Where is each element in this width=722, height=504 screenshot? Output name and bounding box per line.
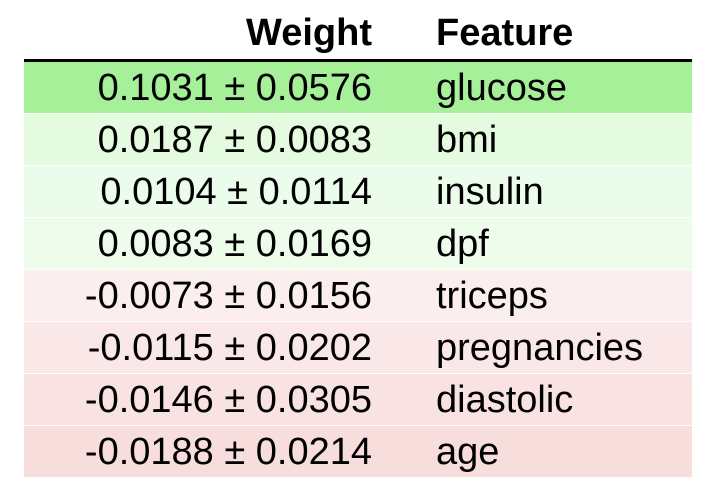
weight-cell: -0.0073 ± 0.0156 — [84, 274, 372, 317]
weight-cell: -0.0146 ± 0.0305 — [84, 378, 372, 421]
feature-cell: glucose — [436, 66, 567, 109]
table-row: -0.0188 ± 0.0214 age — [24, 426, 692, 478]
feature-cell: dpf — [436, 222, 489, 265]
feature-cell: diastolic — [436, 378, 574, 421]
weight-cell: 0.1031 ± 0.0576 — [97, 66, 372, 109]
weight-column-header: Weight — [246, 12, 372, 54]
table-row: 0.0083 ± 0.0169 dpf — [24, 218, 692, 270]
feature-cell: triceps — [436, 274, 548, 317]
table-row: 0.0104 ± 0.0114 insulin — [24, 166, 692, 218]
feature-weights-table: Weight Feature 0.1031 ± 0.0576 glucose 0… — [24, 10, 692, 478]
table-row: -0.0115 ± 0.0202 pregnancies — [24, 322, 692, 374]
weight-cell: 0.0187 ± 0.0083 — [97, 118, 372, 161]
feature-cell: pregnancies — [436, 326, 644, 369]
feature-cell: age — [436, 430, 500, 473]
table-row: 0.0187 ± 0.0083 bmi — [24, 114, 692, 166]
weight-cell: -0.0115 ± 0.0202 — [87, 326, 372, 369]
table-header: Weight Feature — [24, 10, 692, 62]
feature-cell: insulin — [436, 170, 544, 213]
table-row: 0.1031 ± 0.0576 glucose — [24, 62, 692, 114]
table-row: -0.0073 ± 0.0156 triceps — [24, 270, 692, 322]
weight-cell: -0.0188 ± 0.0214 — [84, 430, 372, 473]
weight-cell: 0.0104 ± 0.0114 — [100, 170, 372, 213]
table-row: -0.0146 ± 0.0305 diastolic — [24, 374, 692, 426]
feature-cell: bmi — [436, 118, 498, 161]
weight-cell: 0.0083 ± 0.0169 — [97, 222, 372, 265]
feature-column-header: Feature — [436, 12, 574, 54]
